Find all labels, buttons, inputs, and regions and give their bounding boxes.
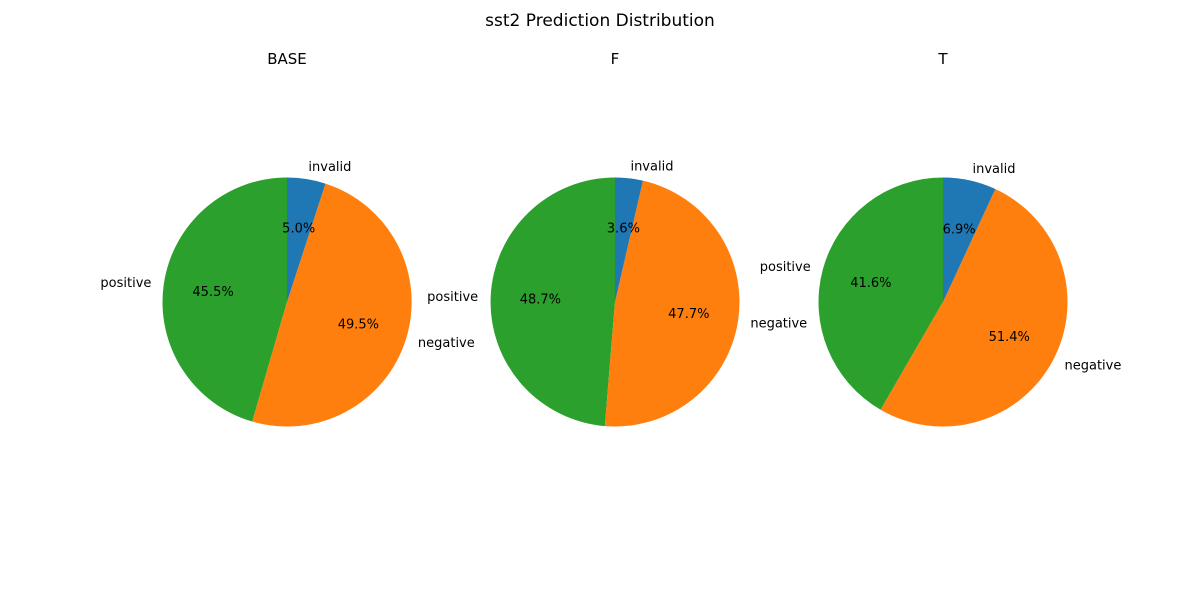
slice-percent-invalid: 5.0% [282,222,315,237]
pie-slice-negative [880,189,1068,427]
pie-slice-positive [818,177,943,410]
pie-slice-invalid [615,177,643,302]
pie-title: T [937,50,948,68]
slice-label-invalid: invalid [972,162,1015,177]
slice-percent-negative: 49.5% [338,317,379,332]
slice-label-negative: negative [418,336,475,351]
slice-label-positive: positive [427,290,478,305]
slice-label-positive: positive [100,276,151,291]
pie-slice-negative [252,183,412,427]
slice-percent-negative: 51.4% [989,330,1030,345]
pie-slice-positive [490,177,615,427]
slice-label-invalid: invalid [630,159,673,174]
slice-percent-negative: 47.7% [668,307,709,322]
chart-title: sst2 Prediction Distribution [485,11,715,31]
slice-percent-positive: 48.7% [520,292,561,307]
pie-slice-invalid [943,177,996,302]
slice-label-invalid: invalid [308,160,351,175]
pie-slice-invalid [287,177,326,302]
pie-slice-negative [604,180,740,427]
pie-panels: BASE positive 45.5% negative 49.5% invalid 5.0… [100,50,1121,427]
pie-panel-base: BASE positive 45.5% negative 49.5% invalid 5.0… [100,50,475,427]
slice-label-negative: negative [750,317,807,332]
slice-label-negative: negative [1065,359,1122,374]
slice-percent-positive: 41.6% [850,276,891,291]
slice-percent-invalid: 6.9% [943,223,976,238]
slice-percent-positive: 45.5% [192,285,233,300]
pie-slice-positive [162,177,287,422]
pie-title: BASE [267,50,307,68]
slice-label-positive: positive [760,260,811,275]
slice-percent-invalid: 3.6% [607,221,640,236]
pie-title: F [611,50,620,68]
